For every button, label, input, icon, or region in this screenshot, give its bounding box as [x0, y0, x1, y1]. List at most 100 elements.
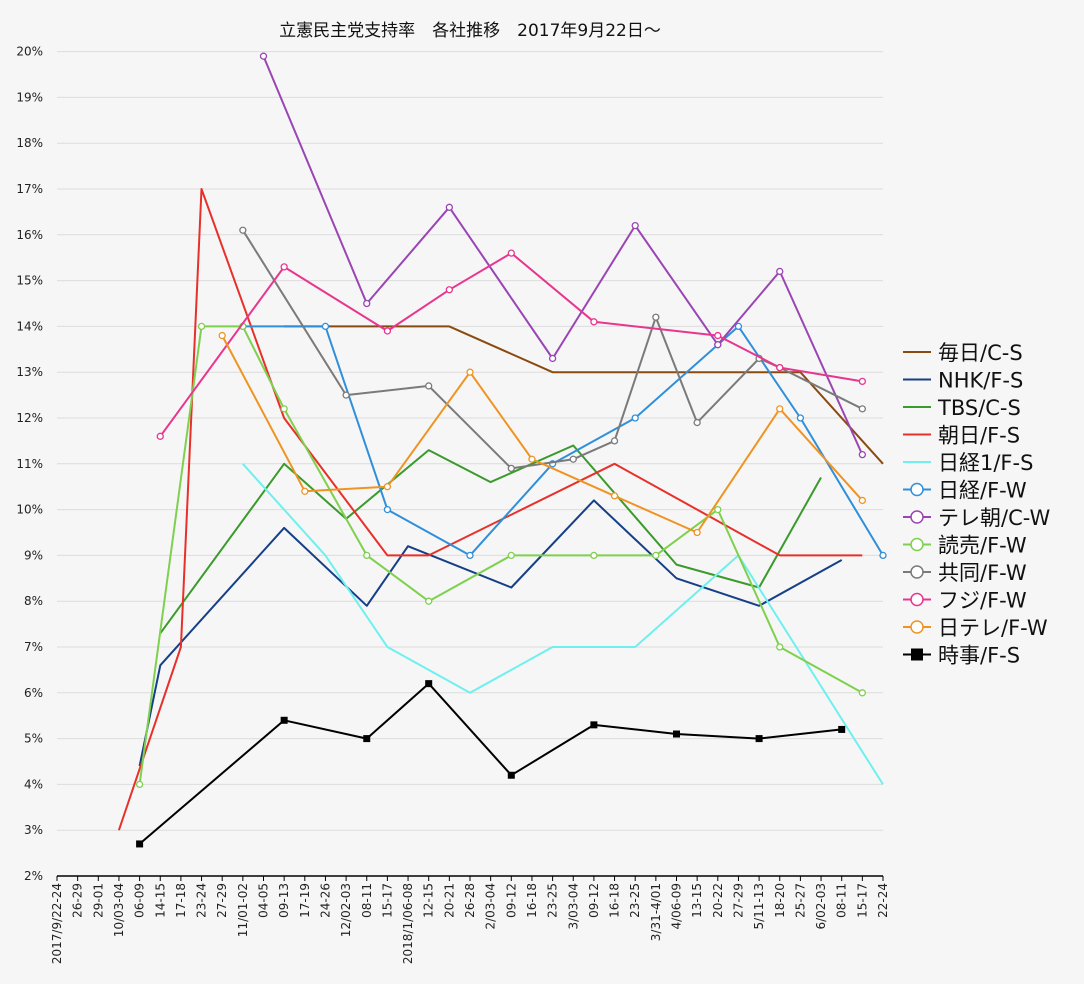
- data-point: [280, 263, 288, 271]
- y-tick-label: 9%: [24, 548, 43, 562]
- data-point: [363, 551, 371, 560]
- x-tick-label: 09-12: [504, 883, 518, 918]
- x-tick-label: 11/01-02: [236, 883, 250, 937]
- x-tick-label: 15-17: [380, 883, 394, 918]
- y-tick-label: 20%: [16, 45, 43, 59]
- legend-marker: [910, 592, 924, 607]
- legend-item: テレ朝/C-W: [903, 506, 1050, 530]
- data-point: [445, 203, 454, 211]
- data-point: [239, 226, 247, 234]
- x-tick-label: 13-15: [690, 883, 704, 918]
- legend-item: 日経/F-W: [903, 479, 1027, 503]
- y-tick-label: 16%: [16, 228, 43, 242]
- data-point: [693, 418, 701, 427]
- series-line: [159, 444, 822, 634]
- data-point: [610, 492, 619, 500]
- data-point: [838, 725, 846, 733]
- legend-item: 朝日/F-S: [903, 424, 1020, 448]
- series-line: [241, 229, 863, 470]
- legend-item: TBS/C-S: [903, 396, 1021, 420]
- data-point: [858, 496, 866, 505]
- legend-label: 時事/F-S: [938, 644, 1020, 668]
- legend-item: 日テレ/F-W: [903, 616, 1048, 640]
- x-tick-label: 6/02-03: [814, 883, 828, 930]
- data-point: [796, 414, 805, 422]
- y-tick-label: 10%: [16, 503, 43, 517]
- data-point: [858, 450, 866, 459]
- x-tick-label: 10/03-04: [112, 883, 126, 937]
- data-point: [652, 551, 660, 560]
- series-10: [156, 249, 866, 440]
- series-6: [239, 322, 887, 560]
- data-point: [301, 487, 309, 495]
- x-tick-label: 12-15: [422, 883, 436, 918]
- x-tick-label: 22-24: [876, 883, 890, 918]
- legend-marker: [910, 620, 924, 634]
- data-point: [528, 455, 536, 463]
- y-tick-label: 14%: [16, 319, 43, 333]
- data-point: [342, 391, 350, 399]
- data-point: [466, 551, 474, 560]
- data-point: [693, 528, 701, 537]
- legend-item: フジ/F-W: [903, 589, 1027, 613]
- data-point: [776, 267, 784, 276]
- data-point: [631, 414, 639, 422]
- series-line: [138, 682, 842, 845]
- x-tick-label: 4/06-09: [670, 883, 684, 930]
- x-tick-label: 3/03-04: [566, 883, 580, 930]
- series-2: [138, 499, 843, 767]
- data-point: [425, 597, 433, 605]
- data-point: [631, 221, 639, 230]
- legend-label: 日経1/F-S: [938, 451, 1033, 475]
- y-tick-label: 12%: [16, 411, 43, 425]
- legend-item: 時事/F-S: [903, 644, 1020, 668]
- plot-area: [117, 52, 887, 848]
- legend-label: 日テレ/F-W: [938, 616, 1048, 640]
- x-tick-label: 17-18: [174, 883, 188, 918]
- series-7: [259, 52, 866, 459]
- y-tick-label: 7%: [24, 640, 43, 654]
- data-point: [610, 437, 619, 445]
- data-point: [156, 432, 164, 440]
- data-point: [755, 735, 763, 743]
- series-line: [284, 325, 884, 465]
- legend-label: TBS/C-S: [937, 396, 1021, 420]
- x-tick-label: 23-25: [628, 883, 642, 918]
- legend-label: フジ/F-W: [938, 589, 1027, 613]
- data-point: [259, 52, 268, 60]
- y-tick-label: 5%: [24, 732, 43, 746]
- x-tick-label: 15-17: [855, 883, 869, 918]
- data-point: [776, 643, 784, 651]
- series-line: [138, 325, 863, 785]
- x-tick-label: 25-27: [793, 883, 807, 918]
- y-tick-label: 15%: [16, 274, 43, 288]
- legend-item: 毎日/C-S: [903, 341, 1023, 365]
- x-tick-label: 09-13: [277, 883, 291, 918]
- x-tick-label: 2/03-04: [484, 883, 498, 930]
- legend-label: 朝日/F-S: [938, 424, 1020, 448]
- series-11: [218, 331, 866, 537]
- x-tick-label: 23-25: [546, 883, 560, 918]
- data-point: [507, 771, 515, 779]
- data-point: [590, 318, 598, 326]
- legend-item: 共同/F-W: [903, 561, 1027, 585]
- x-tick-label: 08-11: [835, 883, 849, 918]
- x-tick-label: 26-28: [463, 883, 477, 918]
- x-tick-label: 3/31-4/01: [649, 883, 663, 941]
- data-point: [590, 551, 598, 560]
- y-tick-label: 11%: [16, 457, 43, 471]
- data-point: [445, 286, 454, 294]
- series-3: [159, 444, 822, 634]
- x-tick-label: 06-09: [133, 883, 147, 918]
- series-12: [136, 680, 846, 848]
- series-line: [221, 335, 864, 534]
- legend-label: 共同/F-W: [938, 561, 1027, 585]
- series-line: [242, 463, 884, 785]
- series-line: [138, 499, 843, 767]
- data-point: [197, 322, 206, 331]
- data-point: [280, 405, 288, 413]
- legend-label: テレ朝/C-W: [938, 506, 1050, 530]
- x-tick-label: 14-15: [153, 883, 167, 918]
- x-tick-label: 27-29: [215, 883, 229, 918]
- y-tick-label: 8%: [24, 594, 43, 608]
